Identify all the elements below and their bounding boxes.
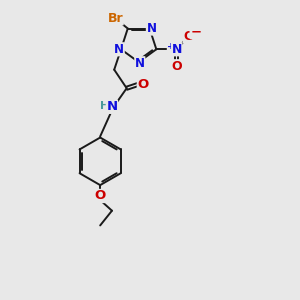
Text: O: O [137,78,148,91]
Text: N: N [135,57,145,70]
Text: +: + [167,42,175,51]
Text: N: N [106,100,118,113]
Text: Br: Br [107,12,123,25]
Text: N: N [146,22,156,35]
Text: H: H [100,101,109,111]
Text: N: N [114,43,124,56]
Text: O: O [183,30,194,43]
Text: −: − [190,26,201,39]
Text: O: O [94,190,106,202]
Text: N: N [172,43,182,56]
Text: O: O [171,60,182,73]
